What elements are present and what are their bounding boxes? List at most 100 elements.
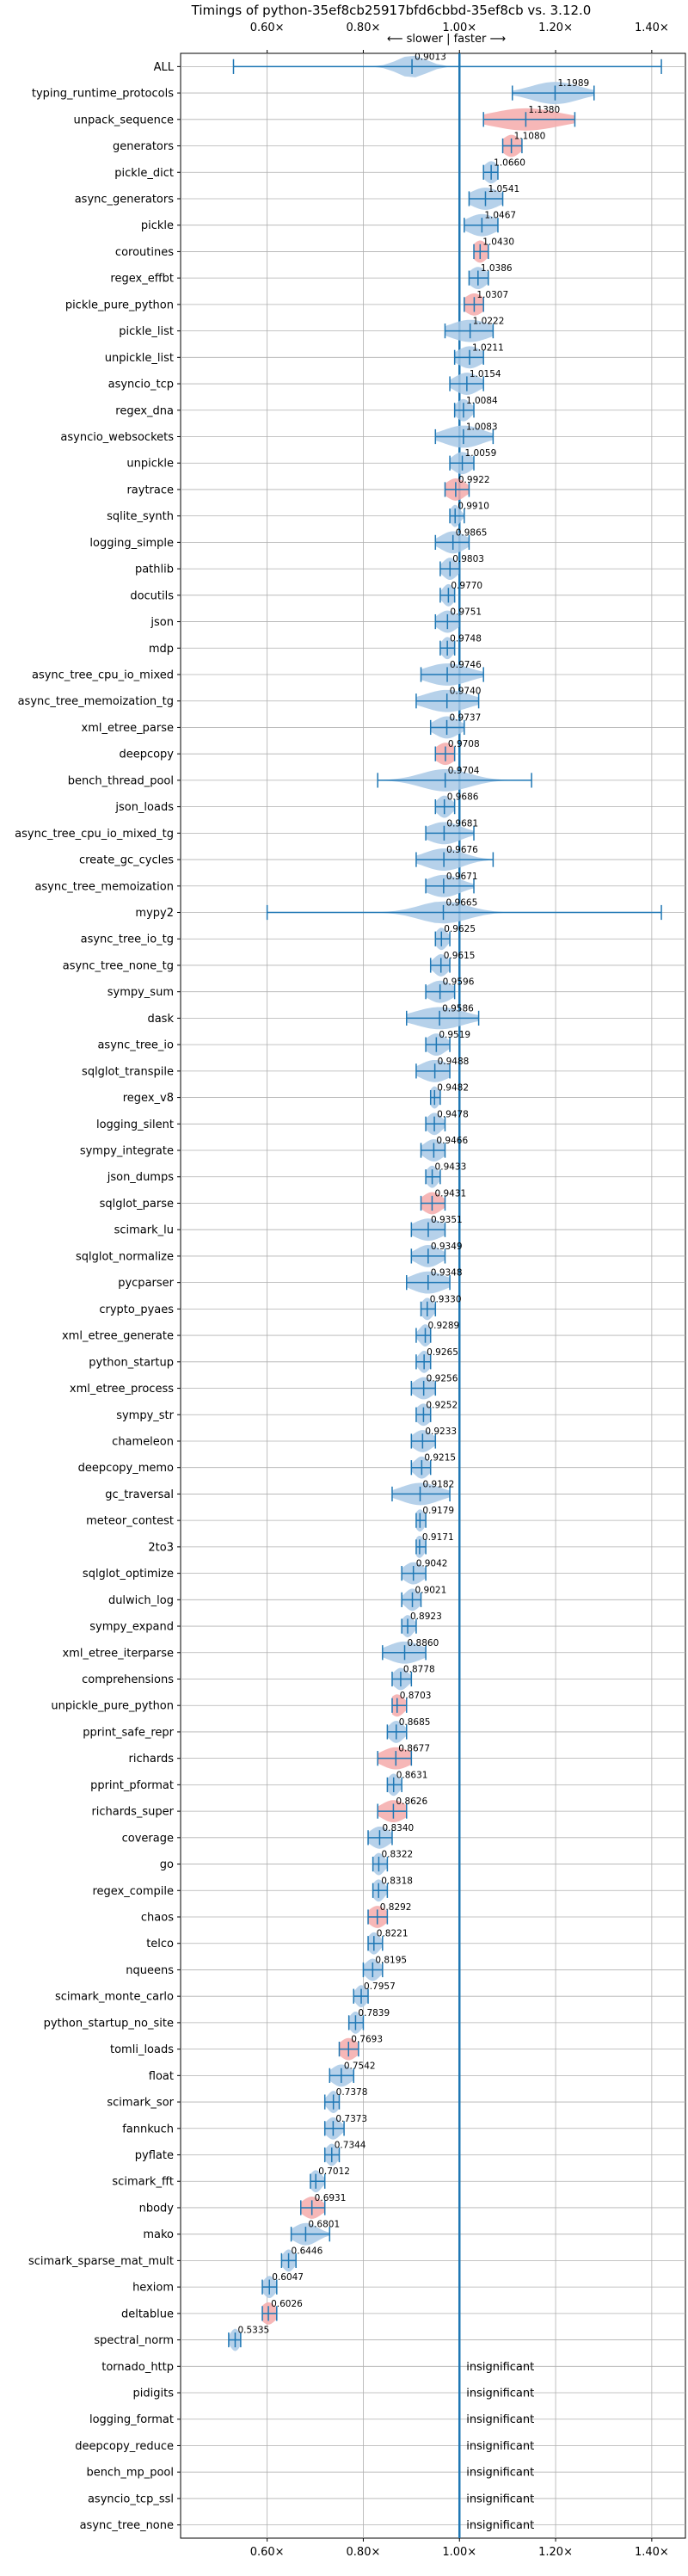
value-label: 0.9910	[458, 502, 489, 512]
benchmark-label: xml_etree_process	[70, 1383, 174, 1396]
value-label: 1.0222	[473, 317, 505, 327]
value-label: 0.9586	[442, 1003, 474, 1014]
benchmark-label: async_tree_io_tg	[81, 934, 174, 946]
x-tick-label-top: 1.20×	[538, 22, 573, 34]
benchmark-label: sqlglot_optimize	[83, 1568, 174, 1581]
x-tick-label-top: 1.00×	[442, 22, 476, 34]
value-label: 0.9746	[450, 660, 482, 670]
x-tick-label-bottom: 0.60×	[250, 2546, 285, 2559]
value-label: 0.9751	[450, 607, 482, 618]
benchmark-label: xml_etree_iterparse	[62, 1647, 174, 1660]
benchmark-label: pidigits	[133, 2388, 175, 2400]
benchmark-label: bench_thread_pool	[68, 774, 174, 787]
plot-frame	[180, 52, 686, 2539]
benchmark-label: async_tree_none_tg	[63, 959, 174, 972]
benchmark-label: chaos	[141, 1912, 174, 1925]
benchmark-label: raytrace	[126, 484, 174, 496]
benchmark-label: sympy_expand	[89, 1621, 174, 1634]
benchmark-label: dask	[147, 1013, 174, 1026]
benchmark-label: logging_format	[89, 2413, 174, 2426]
value-label: 0.9042	[416, 1559, 448, 1569]
benchmark-label: nqueens	[126, 1964, 174, 1977]
benchmark-label: sqlite_synth	[107, 510, 174, 523]
benchmark-label: tomli_loads	[110, 2043, 174, 2056]
benchmark-label: docutils	[130, 589, 174, 602]
benchmark-label: bench_mp_pool	[86, 2467, 174, 2480]
benchmark-label: python_startup	[89, 1356, 174, 1369]
value-label: 0.9671	[446, 872, 478, 882]
benchmark-label: regex_compile	[92, 1885, 174, 1898]
benchmark-label: gc_traversal	[105, 1488, 174, 1501]
value-label: 0.7344	[335, 2141, 366, 2151]
benchmark-label: sympy_integrate	[80, 1145, 174, 1158]
benchmark-label: json_loads	[114, 801, 174, 814]
benchmark-label: asyncio_tcp	[108, 379, 174, 391]
benchmark-label: pyflate	[135, 2149, 174, 2162]
benchmark-label: pickle	[141, 219, 174, 232]
value-label: 1.0211	[472, 342, 504, 353]
value-label: 0.9748	[450, 633, 482, 644]
benchmark-label: pathlib	[135, 564, 174, 576]
value-label: 0.8221	[377, 1929, 408, 1939]
value-label: 0.7012	[318, 2166, 350, 2177]
benchmark-label: meteor_contest	[86, 1515, 174, 1528]
value-label: 0.9615	[444, 951, 476, 961]
value-label: 0.9665	[446, 898, 478, 909]
benchmark-label: chameleon	[112, 1435, 174, 1448]
benchmark-label: mdp	[149, 643, 174, 656]
value-label: 0.9922	[458, 475, 490, 485]
benchmark-label: pickle_list	[119, 325, 174, 338]
value-label: 1.0084	[466, 396, 498, 406]
benchmark-label: coroutines	[115, 246, 174, 259]
x-tick-label-top: 1.40×	[635, 22, 669, 34]
benchmark-label: unpack_sequence	[73, 114, 174, 126]
benchmark-label: sympy_str	[116, 1409, 174, 1422]
value-label: 1.0307	[476, 290, 508, 300]
x-tick-label-top: 0.60×	[250, 22, 285, 34]
value-label: 0.9478	[437, 1109, 469, 1119]
benchmark-label: mypy2	[135, 907, 174, 920]
benchmark-label: json_dumps	[107, 1171, 174, 1184]
benchmark-label: regex_effbt	[110, 273, 174, 286]
value-label: 0.8677	[398, 1744, 430, 1754]
benchmark-label: dulwich_log	[108, 1594, 174, 1607]
value-label: 0.8322	[381, 1850, 413, 1860]
benchmark-label: python_startup_no_site	[44, 2017, 174, 2030]
benchmark-label: regex_dna	[115, 404, 174, 417]
value-label: 1.1989	[557, 78, 589, 89]
benchmark-label: logging_simple	[89, 537, 174, 550]
benchmark-label: asyncio_tcp_ssl	[88, 2493, 174, 2505]
benchmark-label: scimark_sparse_mat_mult	[28, 2255, 174, 2268]
benchmark-label: xml_etree_generate	[62, 1330, 174, 1343]
value-label: 0.9265	[427, 1347, 458, 1358]
benchmark-label: asyncio_websockets	[60, 431, 174, 444]
value-label: 0.9737	[450, 712, 482, 723]
benchmark-label: spectral_norm	[94, 2334, 174, 2347]
benchmark-label: float	[149, 2070, 174, 2083]
value-label: 0.9349	[431, 1242, 463, 1252]
value-label: 0.9013	[415, 52, 446, 62]
value-label: 0.8860	[408, 1638, 439, 1649]
benchmark-label: async_tree_cpu_io_mixed	[32, 669, 174, 682]
benchmark-label: unpickle	[126, 458, 174, 471]
benchmark-label: deepcopy	[119, 749, 174, 761]
benchmark-label: sqlglot_normalize	[76, 1250, 174, 1263]
value-label: 0.6047	[272, 2272, 304, 2283]
value-label: 0.9433	[435, 1162, 467, 1173]
benchmark-label: deepcopy_memo	[78, 1462, 174, 1475]
benchmark-label: scimark_lu	[114, 1224, 174, 1237]
benchmark-label: ALL	[154, 61, 175, 74]
value-label: 0.8685	[399, 1717, 431, 1728]
insignificant-label: insignificant	[466, 2467, 534, 2480]
value-label: 1.0660	[494, 157, 525, 168]
benchmark-label: logging_silent	[96, 1119, 174, 1131]
value-label: 0.8292	[380, 1902, 412, 1913]
benchmark-label: 2to3	[148, 1541, 174, 1554]
benchmark-label: sympy_sum	[108, 986, 174, 999]
value-label: 0.7839	[358, 2008, 390, 2018]
value-label: 1.0541	[488, 184, 519, 194]
value-label: 0.9704	[448, 766, 480, 776]
benchmark-label: comprehensions	[82, 1673, 174, 1686]
value-label: 0.8318	[381, 1876, 413, 1886]
value-label: 0.7373	[335, 2114, 367, 2124]
